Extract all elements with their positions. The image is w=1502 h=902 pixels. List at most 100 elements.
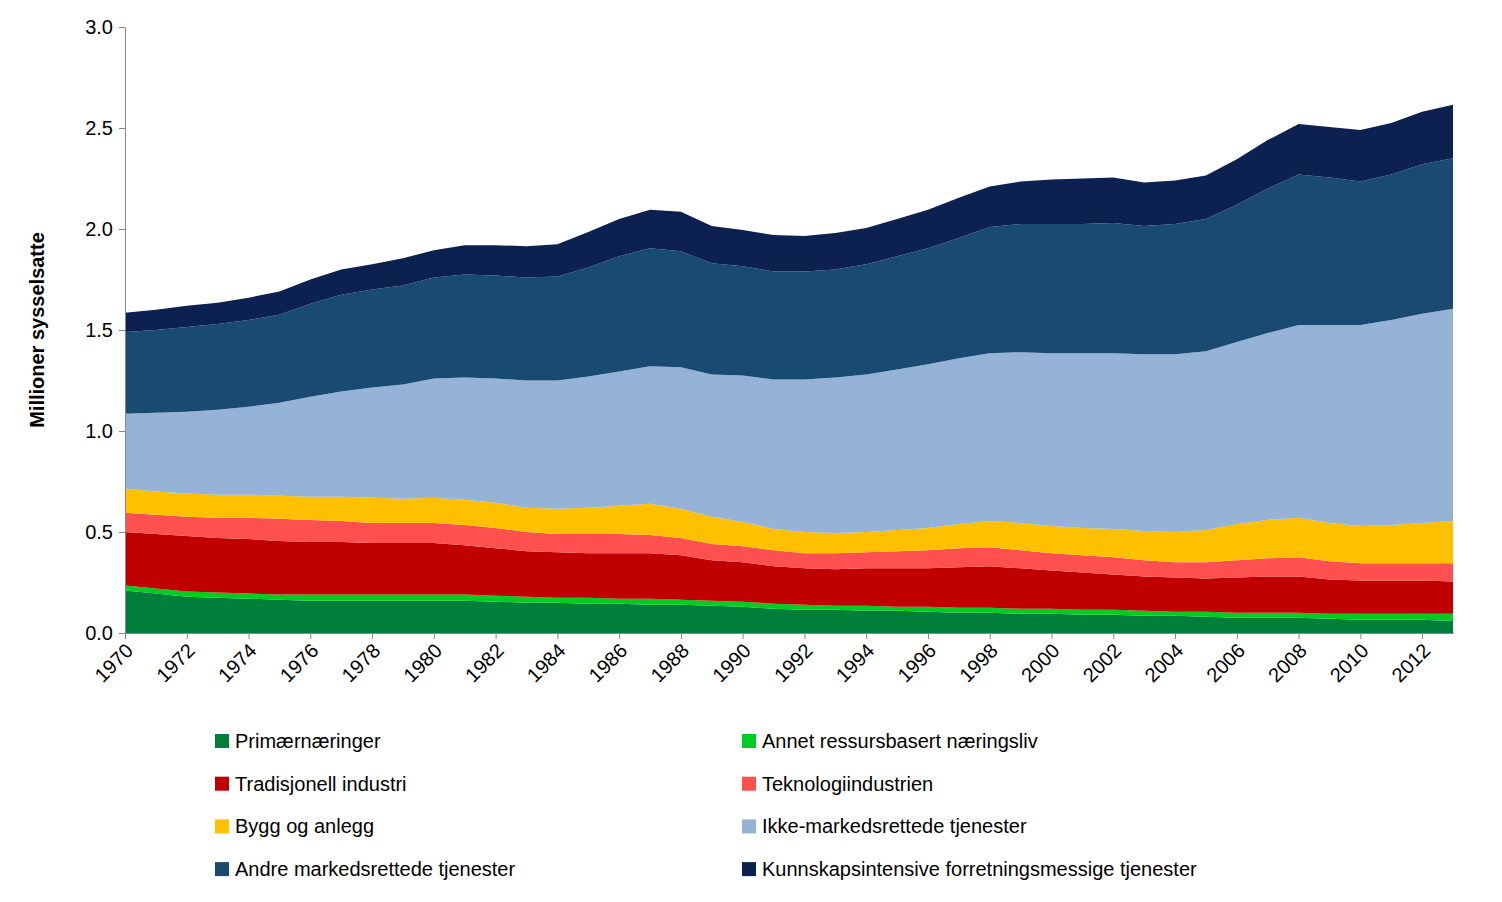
tick-mark: [1422, 633, 1423, 639]
tick-mark: [119, 229, 125, 230]
tick-mark: [119, 431, 125, 432]
tick-label: 0.5: [85, 521, 113, 543]
tick: 1988: [646, 633, 693, 686]
legend-item: Teknologiindustrien: [742, 773, 933, 795]
tick-label: 1.0: [85, 420, 113, 442]
tick-mark: [434, 633, 435, 639]
tick-mark: [119, 27, 125, 28]
tick-label: 1986: [584, 639, 631, 686]
tick-label: 2000: [1017, 639, 1064, 686]
legend-item: Annet ressursbasert næringsliv: [742, 730, 1038, 752]
tick-mark: [1113, 633, 1114, 639]
legend-label: Bygg og anlegg: [235, 815, 374, 837]
tick-mark: [866, 633, 867, 639]
tick: 1984: [523, 633, 570, 686]
tick-mark: [119, 330, 125, 331]
legend-swatch: [215, 862, 229, 876]
tick: 1982: [461, 633, 508, 686]
tick: 0.5: [85, 521, 125, 543]
legend-swatch: [742, 819, 756, 833]
tick: 2000: [1017, 633, 1064, 686]
tick-label: 1994: [831, 639, 878, 686]
tick: 1.0: [85, 420, 125, 442]
legend-label: Tradisjonell industri: [235, 773, 407, 795]
tick-mark: [249, 633, 250, 639]
tick-mark: [928, 633, 929, 639]
tick: 2.0: [85, 218, 125, 240]
legend-item: Andre markedsrettede tjenester: [215, 858, 515, 880]
tick-mark: [804, 633, 805, 639]
tick: 2012: [1387, 633, 1434, 686]
tick-mark: [1360, 633, 1361, 639]
tick-label: 2012: [1387, 639, 1434, 686]
legend-swatch: [742, 777, 756, 791]
legend-swatch: [215, 819, 229, 833]
tick-label: 1972: [152, 639, 199, 686]
axis-line: [126, 633, 1454, 634]
tick-label: 1974: [214, 639, 261, 686]
tick-mark: [125, 633, 126, 639]
legend-swatch: [742, 862, 756, 876]
y-axis: 0.0 0.5 1.0 1.5 2.0 2.5 3.0: [85, 16, 125, 644]
tick-mark: [119, 128, 125, 129]
tick-label: 1984: [523, 639, 570, 686]
tick-label: 2006: [1202, 639, 1249, 686]
tick: 1996: [893, 633, 940, 686]
tick-mark: [990, 633, 991, 639]
tick: 3.0: [85, 16, 125, 38]
tick-label: 2002: [1079, 639, 1126, 686]
tick-label: 1990: [708, 639, 755, 686]
tick-mark: [496, 633, 497, 639]
legend-label: Ikke-markedsrettede tjenester: [762, 815, 1027, 837]
legend-item: Ikke-markedsrettede tjenester: [742, 815, 1027, 837]
tick: 2010: [1326, 633, 1373, 686]
tick: 2004: [1140, 633, 1187, 686]
tick-label: 2008: [1264, 639, 1311, 686]
tick: 1972: [152, 633, 199, 686]
tick-label: 2004: [1140, 639, 1187, 686]
tick-mark: [557, 633, 558, 639]
tick-label: 1978: [337, 639, 384, 686]
plot-area: [125, 105, 1453, 633]
legend-swatch: [742, 734, 756, 748]
tick: 1992: [770, 633, 817, 686]
tick-label: 2010: [1326, 639, 1373, 686]
tick-mark: [372, 633, 373, 639]
tick-label: 1976: [276, 639, 323, 686]
tick-mark: [119, 532, 125, 533]
legend-item: Kunnskapsintensive forretningsmessige tj…: [742, 858, 1197, 880]
tick-label: 1982: [461, 639, 508, 686]
y-axis-title: Millioner sysselsatte: [26, 232, 48, 428]
tick-label: 1992: [770, 639, 817, 686]
tick-label: 1.5: [85, 319, 113, 341]
tick-mark: [1052, 633, 1053, 639]
tick-mark: [1237, 633, 1238, 639]
tick-mark: [187, 633, 188, 639]
tick: 1978: [337, 633, 384, 686]
tick-label: 0.0: [85, 622, 113, 644]
tick-label: 1980: [399, 639, 446, 686]
tick: 1986: [584, 633, 631, 686]
tick-label: 1996: [893, 639, 940, 686]
tick: 1974: [214, 633, 261, 686]
legend-label: Andre markedsrettede tjenester: [235, 858, 515, 880]
legend-swatch: [215, 734, 229, 748]
legend-item: Primærnæringer: [215, 730, 381, 752]
legend-item: Tradisjonell industri: [215, 773, 407, 795]
tick: 1.5: [85, 319, 125, 341]
tick-label: 2.5: [85, 117, 113, 139]
tick-mark: [1175, 633, 1176, 639]
legend-label: Kunnskapsintensive forretningsmessige tj…: [762, 858, 1197, 880]
area: [125, 105, 1453, 332]
legend-label: Teknologiindustrien: [762, 773, 933, 795]
tick-mark: [310, 633, 311, 639]
tick: 2006: [1202, 633, 1249, 686]
tick-label: 2.0: [85, 218, 113, 240]
tick-mark: [619, 633, 620, 639]
tick: 1980: [399, 633, 446, 686]
tick-mark: [681, 633, 682, 639]
axis-line: [125, 28, 126, 634]
tick-label: 3.0: [85, 16, 113, 38]
tick-mark: [743, 633, 744, 639]
tick: 2008: [1264, 633, 1311, 686]
